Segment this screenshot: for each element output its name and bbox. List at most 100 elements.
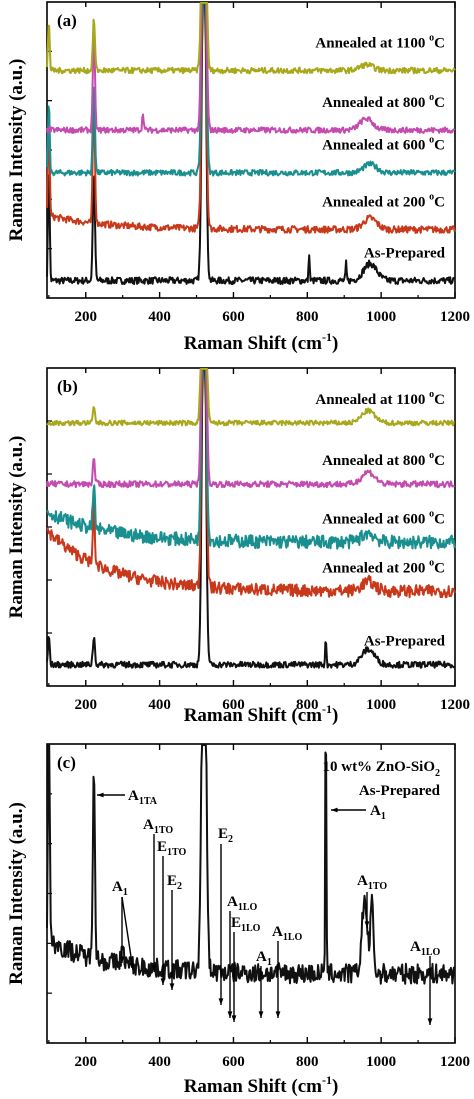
series-label-unit: C (434, 453, 445, 469)
annotation-a-1to: A1TO (143, 817, 173, 972)
text-part: A (357, 873, 368, 889)
text-part: 600 (222, 1054, 245, 1070)
x-axis-title-main: Raman Shift (184, 1076, 292, 1097)
text-part: A (227, 894, 238, 910)
text-part: 200 (75, 697, 98, 713)
x-tick-label: 1000 (366, 309, 396, 325)
series-label-text: Annealed at 600 oC (322, 135, 445, 154)
annotation-label: A1LO (410, 939, 441, 958)
y-axis-title: Raman Intensity (a.u.) (6, 436, 27, 619)
annotation-label: A1 (370, 803, 386, 822)
annotation-label: E1LO (231, 915, 261, 934)
text-part: 1200 (440, 309, 470, 325)
annotation-arrowhead (227, 1011, 233, 1018)
series-line-2 (46, 368, 456, 599)
panel-label-bg (53, 749, 89, 775)
series-label-prefix: Annealed at 200 (322, 195, 429, 211)
annotation-label: A1TA (128, 788, 158, 807)
panel-label: (c) (57, 753, 76, 772)
annotation-a-1: A1 (256, 949, 272, 1018)
annotation-arrowhead (427, 1018, 433, 1025)
x-axis-unit-exponent: -1 (322, 330, 332, 344)
x-tick-label: 800 (296, 697, 319, 713)
series-label-2: Annealed at 200 oC (322, 192, 445, 211)
annotation-arrowhead (129, 963, 135, 970)
series-line-3 (46, 2, 456, 177)
annotation-subscript: 1 (123, 887, 128, 898)
series-label-prefix: Annealed at 800 (322, 95, 429, 111)
annotation-arrowhead (151, 965, 157, 972)
text-part: 800 (296, 1054, 319, 1070)
text-part: E (218, 826, 228, 842)
text-part: A (370, 803, 381, 819)
x-tick-label: 600 (222, 1054, 245, 1070)
legend-block: 10 wt% ZnO-SiO2 As-Prepared (322, 759, 440, 799)
x-axis-unit-exponent: -1 (322, 702, 332, 716)
annotation-a-1lo: A1LO (272, 924, 303, 1018)
series-label-text: Annealed at 800 oC (322, 450, 445, 469)
x-axis-title: Raman Shift (cm-1) (184, 1073, 339, 1097)
series-label-prefix: Annealed at 800 (322, 453, 429, 469)
x-tick-label: 1200 (440, 697, 470, 713)
x-tick-label: 1200 (440, 1054, 470, 1070)
series-label-prefix: Annealed at 1100 (315, 392, 429, 408)
text-part: 10 wt% ZnO-SiO (322, 759, 435, 775)
annotation-a-1lo: A1LO (227, 894, 258, 1018)
annotation-subscript: 2 (228, 834, 233, 845)
annotation-subscript: 1TA (139, 796, 158, 807)
degree-mark: o (429, 135, 434, 146)
text-part: 800 (296, 697, 319, 713)
series-label-text: As-Prepared (364, 246, 446, 262)
annotation-arrowhead (97, 792, 104, 798)
text-part: A (128, 788, 139, 804)
annotation-subscript: 1 (267, 957, 272, 968)
x-axis-title: Raman Shift (cm-1) (184, 702, 339, 726)
x-tick-label: 800 (296, 309, 319, 325)
x-tick-label: 400 (148, 697, 171, 713)
x-axis-unit: (cm (291, 333, 322, 354)
x-axis-unit-close: ) (332, 333, 338, 354)
series-label-prefix: Annealed at 600 (322, 138, 429, 154)
x-tick-label: 400 (148, 309, 171, 325)
series-label-4: Annealed at 800 oC (322, 92, 445, 111)
text-part: 800 (296, 309, 319, 325)
series-line-4 (46, 2, 456, 134)
x-tick-label: 600 (222, 309, 245, 325)
annotation-label: A1TO (143, 817, 173, 836)
panel-label: (a) (57, 11, 77, 30)
annotation-a-1ta: A1TA (97, 788, 158, 807)
annotation-arrowhead (275, 1011, 281, 1018)
legend-line-1: 10 wt% ZnO-SiO2 (322, 759, 440, 779)
text-part: 400 (148, 1054, 171, 1070)
series-label-prefix: As-Prepared (364, 634, 446, 650)
series-label-prefix: As-Prepared (364, 246, 446, 262)
series-line-2 (46, 2, 456, 234)
annotation-a-1to: A1TO (357, 873, 387, 928)
x-tick-label: 1000 (366, 697, 396, 713)
x-axis-unit-exponent: -1 (322, 1073, 332, 1087)
text-part: 400 (148, 309, 171, 325)
series-label-1: As-Prepared (364, 634, 446, 650)
series-label-text: Annealed at 200 oC (322, 557, 445, 576)
series-label-text: Annealed at 600 oC (322, 508, 445, 527)
series-label-text: Annealed at 200 oC (322, 192, 445, 211)
x-axis-unit: (cm (291, 705, 322, 726)
annotation-e-1lo: E1LO (231, 915, 261, 1022)
degree-mark: o (429, 92, 434, 103)
x-tick-label: 1000 (366, 1054, 396, 1070)
series-label-unit: C (434, 95, 445, 111)
text-part: 1200 (440, 697, 470, 713)
series-label-unit: C (434, 392, 445, 408)
text-part: (c) (57, 753, 76, 772)
annotation-a-1lo: A1LO (410, 939, 441, 1025)
annotation-label: E1TO (157, 839, 187, 858)
series-label-text: As-Prepared (364, 634, 446, 650)
annotation-arrowhead (258, 1011, 264, 1018)
chart-panel-1: 200 400 600 800 1000 1200 As-Prepared Annealed … (6, 1, 470, 354)
annotation-e-2: E2 (218, 826, 233, 1005)
annotation-label: A1 (112, 879, 128, 898)
text-part: 1200 (440, 1054, 470, 1070)
degree-mark: o (429, 32, 434, 43)
series-label-prefix: Annealed at 600 (322, 511, 429, 527)
